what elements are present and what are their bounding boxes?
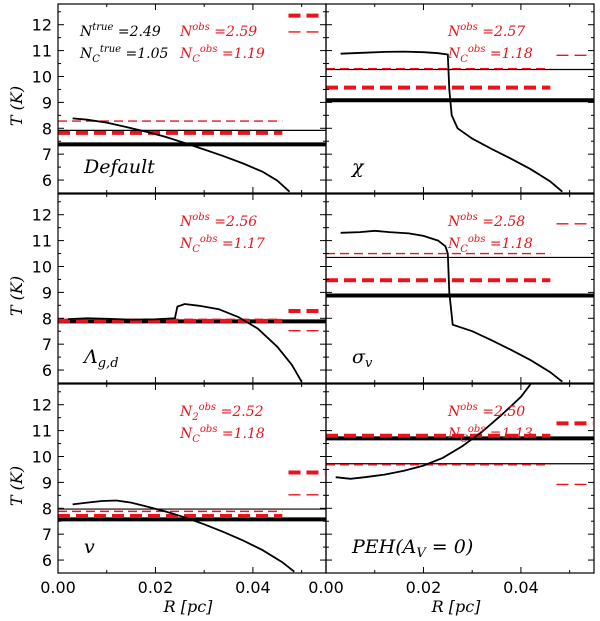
panel-frame	[325, 3, 595, 194]
annotation-true-1: NCtrue =1.05	[79, 44, 169, 65]
ytick-label: 7	[42, 145, 52, 164]
ytick-label: 12	[32, 396, 52, 415]
panel-chi: Nobs =2.57 NCobs =1.18 χ	[325, 3, 595, 194]
ytick-label: 12	[32, 16, 52, 35]
ytick-label: 6	[42, 171, 52, 190]
panel-default: 6 7 8 9 10 11 12 Ntrue =2.49 NCtrue =1.05 Nobs =2…	[32, 3, 327, 194]
annotation-obs-1: NCobs =1.19	[179, 44, 265, 65]
ytick-label: 9	[42, 473, 52, 492]
ytick-label: 8	[42, 119, 52, 138]
ytick-label: 11	[32, 232, 52, 251]
annotation-obs-0: N2obs =2.52	[179, 402, 264, 423]
xlabel-right: R [pc]	[431, 597, 482, 616]
annotation-obs-1: NCobs =1.18	[179, 424, 265, 445]
panels-layer: 6 7 8 9 10 11 12 Ntrue =2.49 NCtrue =1.05 Nobs =2…	[32, 3, 595, 597]
ytick-label: 10	[32, 447, 52, 466]
annotation-true-0: Ntrue =2.49	[79, 22, 161, 40]
annotation-obs-0: Nobs =2.56	[179, 212, 257, 230]
xtick-label: 0.00	[40, 578, 76, 597]
ytick-label: 7	[42, 335, 52, 354]
annotation-obs-1: NCobs =1.17	[179, 234, 265, 255]
panel-label: χ	[350, 156, 365, 178]
ytick-label: 7	[42, 525, 52, 544]
annotation-obs-0: Nobs =2.58	[447, 212, 525, 230]
ytick-label: 6	[42, 551, 52, 570]
xtick-label: 0.02	[138, 578, 174, 597]
panel-label: PEH(AV = 0)	[351, 536, 473, 561]
annotation-obs-1: NCobs =1.18	[447, 234, 533, 255]
panel-sigma: Nobs =2.58 NCobs =1.18 σv	[325, 193, 595, 384]
ytick-label: 6	[42, 361, 52, 380]
annotation-obs-0: Nobs =2.50	[447, 402, 525, 420]
annotation-obs-0: Nobs =2.59	[179, 22, 257, 40]
panel-label: Default	[83, 156, 155, 178]
ylabel-row-3: T (K)	[7, 466, 26, 506]
ylabel-row-2: T (K)	[7, 276, 26, 316]
ytick-label: 8	[42, 309, 52, 328]
xtick-label: 0.04	[503, 578, 539, 597]
ytick-label: 10	[32, 257, 52, 276]
ytick-label: 12	[32, 206, 52, 225]
ytick-label: 10	[32, 67, 52, 86]
annotation-obs-1: NCobs =1.13	[447, 424, 533, 445]
profile-curve	[72, 117, 291, 193]
xtick-label: 0.04	[235, 578, 271, 597]
profile-curve	[72, 499, 295, 573]
ytick-label: 11	[32, 42, 52, 61]
panel-frame	[325, 383, 595, 574]
profile-curve	[67, 303, 303, 383]
ytick-label: 8	[42, 499, 52, 518]
xlabel-left: R [pc]	[163, 597, 214, 616]
panel-label: σv	[352, 346, 373, 371]
ytick-label: 9	[42, 283, 52, 302]
xtick-label: 0.00	[308, 578, 344, 597]
annotation-obs-1: NCobs =1.18	[447, 44, 533, 65]
profile-curve	[340, 50, 563, 193]
profile-curve	[335, 384, 532, 480]
ytick-label: 11	[32, 422, 52, 441]
panel-label: v	[84, 536, 95, 558]
panel-label: Λg,d	[82, 346, 119, 371]
xtick-label: 0.02	[406, 578, 442, 597]
ylabel-row-1: T (K)	[7, 86, 26, 126]
panel-lambda: 6 7 8 9 10 11 12 Nobs =2.56 NCobs =1.17 Λg,d	[32, 193, 327, 384]
annotation-obs-0: Nobs =2.57	[447, 22, 525, 40]
ytick-label: 9	[42, 93, 52, 112]
profile-curve	[340, 229, 563, 383]
panel-frame	[325, 193, 595, 384]
panel-peh: 0.00 0.02 0.04 Nobs =2.50 NCobs =1.13 PEH(AV …	[308, 383, 595, 597]
